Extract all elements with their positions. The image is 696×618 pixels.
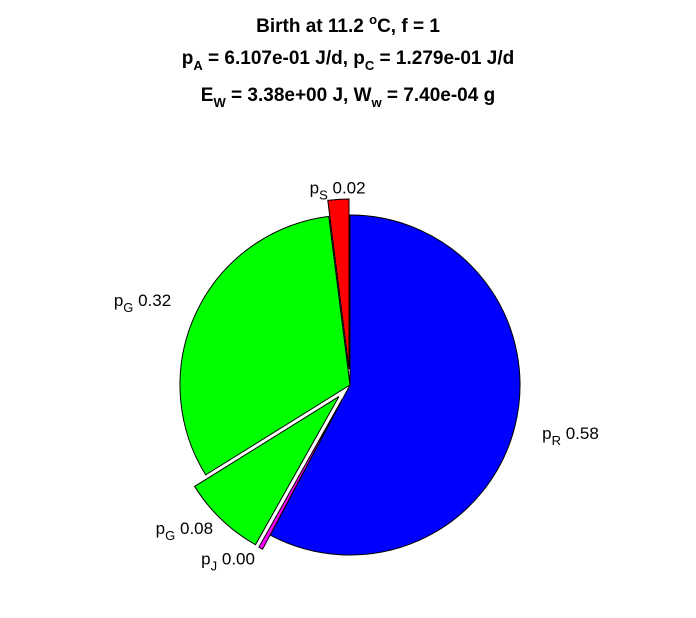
pie-slices bbox=[179, 198, 521, 556]
slice-label-pg-3: pG 0.32 bbox=[114, 291, 171, 315]
title-line-1: Birth at 11.2 oC, f = 1 bbox=[256, 12, 440, 37]
slice-label-pr-0: pR 0.58 bbox=[542, 424, 599, 448]
title-line-3: EW​ = 3.38e+00 J, Ww​ = 7.40e-04 g bbox=[201, 85, 495, 110]
slice-label-pj-1: pJ 0.00 bbox=[201, 550, 255, 574]
pie-slice-pg-2 bbox=[193, 396, 340, 546]
pie-slice-pr-0 bbox=[269, 214, 521, 556]
title-line-2: pA​ = 6.107e-01 J/d, pC​ = 1.279e-01 J/d bbox=[182, 48, 514, 73]
pie-slice-pg-3 bbox=[179, 215, 351, 476]
pie-slice-ps-4 bbox=[327, 198, 350, 370]
slice-labels: pR 0.58 pJ 0.00 pG 0.08 pG 0.32 pS 0.02 bbox=[114, 178, 599, 573]
chart-title: Birth at 11.2 oC, f = 1 pA​ = 6.107e-01 J… bbox=[182, 12, 514, 110]
slice-label-ps-4: pS 0.02 bbox=[310, 178, 366, 202]
pie-slice-pj-1 bbox=[258, 398, 343, 550]
slice-label-pg-2: pG 0.08 bbox=[156, 519, 213, 543]
